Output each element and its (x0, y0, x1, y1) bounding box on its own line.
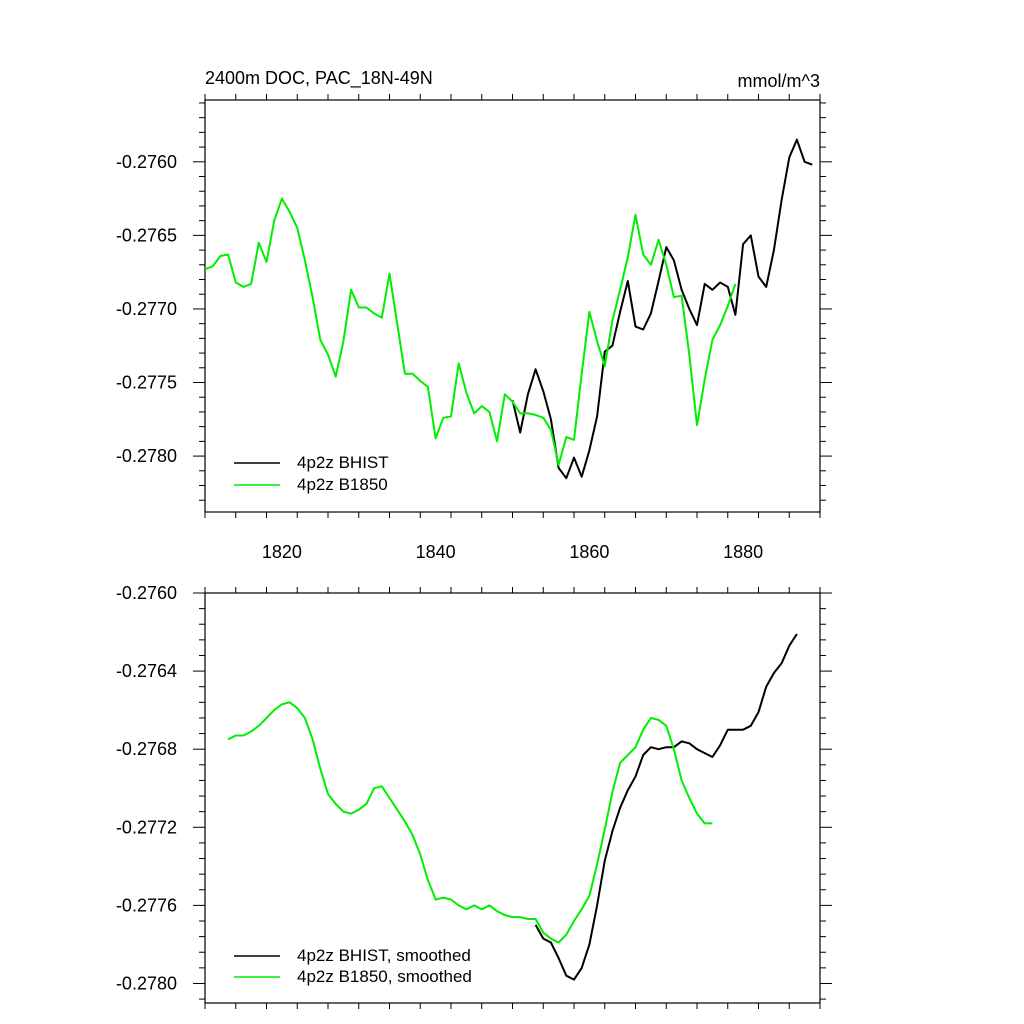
y-tick-label: -0.2765 (116, 225, 177, 245)
legend-label: 4p2z BHIST (297, 453, 389, 472)
x-tick-label: 1840 (416, 542, 456, 562)
y-tick-label: -0.2760 (116, 152, 177, 172)
legend-label: 4p2z B1850, smoothed (297, 967, 472, 986)
series-line-bhist (534, 633, 798, 981)
y-tick-label: -0.2772 (116, 817, 177, 837)
x-tick-label: 1880 (723, 542, 763, 562)
series-line-b1850 (227, 701, 713, 944)
y-tick-label: -0.2760 (116, 583, 177, 603)
y-tick-label: -0.2780 (116, 973, 177, 993)
legend-label: 4p2z BHIST, smoothed (297, 946, 471, 965)
top-panel: 1820 1840 1860 1880 -0.2760 -0.2765 -0.2770 -0.… (116, 68, 832, 562)
bottom-panel: -0.2760 -0.2764 -0.2768 -0.2772 -0.2776 -0.27… (116, 583, 832, 1009)
y-tick-label: -0.2775 (116, 373, 177, 393)
y-tick-label: -0.2768 (116, 739, 177, 759)
plot-frame (204, 592, 821, 1004)
legend-label: 4p2z B1850 (297, 475, 388, 494)
series-line-bhist (511, 138, 813, 480)
chart-title: 2400m DOC, PAC_18N-49N (205, 68, 433, 89)
units-label: mmol/m^3 (738, 71, 820, 91)
y-tick-label: -0.2764 (116, 661, 177, 681)
series-line-b1850 (204, 197, 737, 466)
x-tick-label: 1820 (262, 542, 302, 562)
y-tick-label: -0.2776 (116, 895, 177, 915)
y-tick-label: -0.2770 (116, 299, 177, 319)
y-tick-label: -0.2780 (116, 446, 177, 466)
x-tick-label: 1860 (569, 542, 609, 562)
